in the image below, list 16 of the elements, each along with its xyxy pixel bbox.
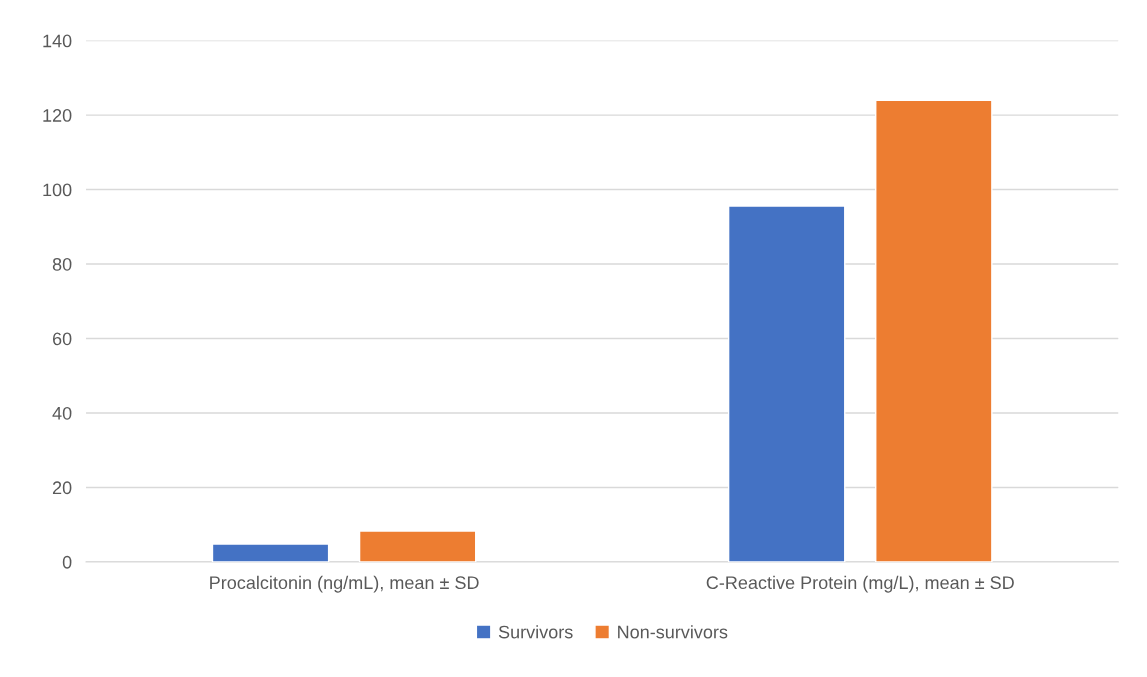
y-tick-label: 40 [52, 406, 72, 420]
bar [727, 205, 846, 562]
bar [875, 99, 993, 562]
y-tick-label: 80 [52, 257, 72, 271]
y-tick-label: 120 [43, 109, 72, 122]
y-tick-label: 100 [43, 183, 72, 197]
y-tick-label: 20 [52, 481, 72, 495]
legend-label: Non-survivors [618, 625, 728, 639]
x-tick-label: Procalcitonin (ng/mL), mean ± SD [210, 575, 479, 593]
x-tick-label: C-Reactive Protein (mg/L), mean ± SD [706, 575, 1014, 593]
y-tick-label: 140 [43, 34, 72, 48]
y-tick-label: 60 [52, 332, 72, 346]
bar [358, 530, 477, 562]
y-tick-label: 0 [62, 555, 72, 569]
legend-label: Survivors [498, 625, 573, 639]
bar [211, 543, 330, 562]
